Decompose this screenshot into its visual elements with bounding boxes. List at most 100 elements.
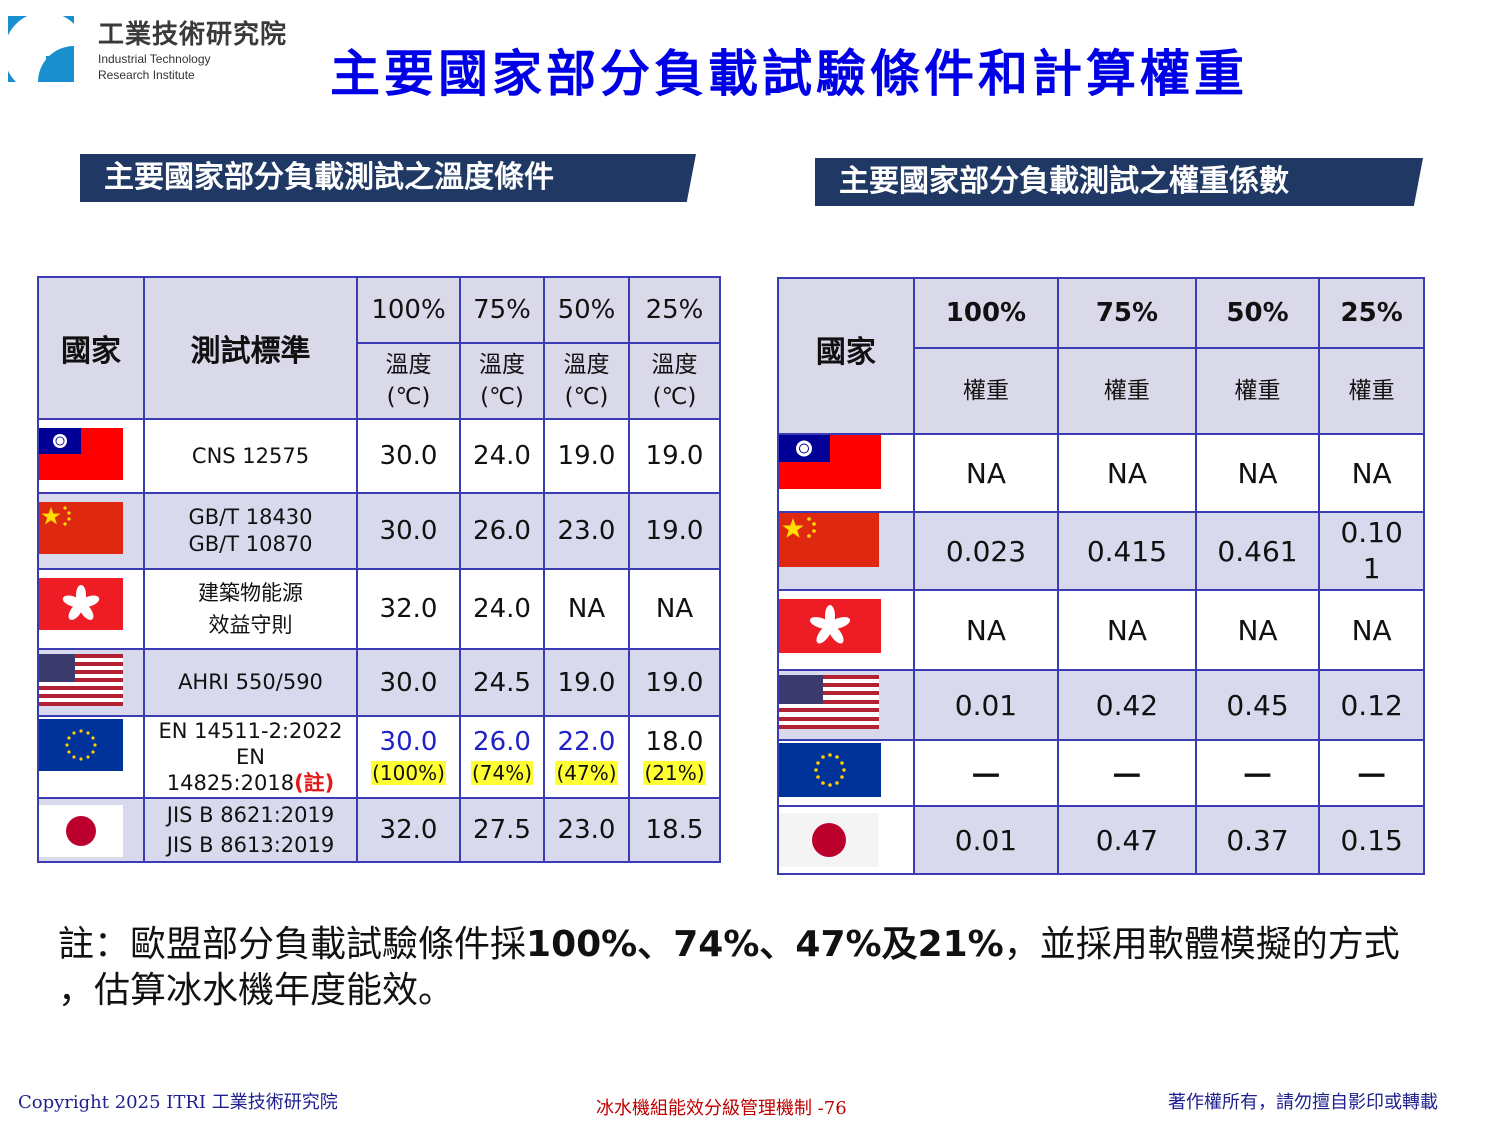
weight-value: － bbox=[1057, 739, 1197, 807]
flag-cell bbox=[37, 715, 145, 799]
country-header: 國家 bbox=[37, 276, 145, 420]
weight-value: NA bbox=[1057, 433, 1197, 513]
weight-value: 0.01 bbox=[912, 669, 1060, 741]
usa-flag-icon bbox=[779, 675, 879, 729]
flag-cell bbox=[37, 418, 145, 494]
japan-flag-icon bbox=[779, 813, 879, 867]
temp-value: 30.0 bbox=[356, 418, 461, 494]
note-marker: (註) bbox=[294, 771, 335, 795]
standard-header: 測試標準 bbox=[143, 276, 358, 420]
table-row: AHRI 550/590 30.0 24.5 19.0 19.0 bbox=[37, 648, 721, 717]
weighting-coefficients-table: 國家 100% 75% 50% 25% 權重 權重 權重 權重 NA NA NA… bbox=[777, 277, 1425, 875]
weight-value: NA bbox=[1318, 433, 1425, 513]
temp-value: 23.0 bbox=[543, 797, 630, 863]
flag-cell bbox=[777, 669, 915, 741]
weight-value: NA bbox=[1318, 589, 1425, 671]
japan-flag-icon bbox=[39, 805, 123, 857]
logo-chinese-name: 工業技術研究院 bbox=[98, 20, 288, 50]
temp-header: 溫度 (℃) bbox=[628, 342, 721, 420]
temperature-conditions-table: 國家 測試標準 100% 75% 50% 25% 溫度 (℃) 溫度 (℃) 溫度(… bbox=[37, 276, 721, 863]
eu-flag-icon bbox=[779, 743, 881, 797]
temp-value: 32.0 bbox=[356, 568, 461, 650]
highlighted-percent: (47%) bbox=[555, 761, 618, 785]
weight-value: NA bbox=[1194, 433, 1321, 513]
temp-value: 18.5 bbox=[628, 797, 721, 863]
usa-flag-icon bbox=[39, 654, 123, 706]
china-flag-icon bbox=[39, 502, 123, 554]
flag-cell bbox=[37, 492, 145, 570]
flag-cell bbox=[37, 797, 145, 863]
table-row: JIS B 8621:2019 JIS B 8613:2019 32.0 27.5… bbox=[37, 797, 721, 863]
weight-value: NA bbox=[1194, 589, 1321, 671]
weight-value: 0.10 1 bbox=[1318, 511, 1425, 591]
highlighted-percent: (74%) bbox=[470, 761, 534, 785]
flag-cell bbox=[777, 433, 915, 513]
temp-value: 26.0 bbox=[459, 492, 545, 570]
weight-header: 權重 bbox=[912, 347, 1060, 435]
weight-value: － bbox=[1194, 739, 1321, 807]
weight-value: 0.45 bbox=[1194, 669, 1321, 741]
temp-value: 19.0 bbox=[628, 418, 721, 494]
temp-value: 22.0 (47%) bbox=[543, 715, 630, 799]
table-row: CNS 12575 30.0 24.0 19.0 19.0 bbox=[37, 418, 721, 494]
pct-header: 100% bbox=[912, 277, 1060, 349]
table-row: GB/T 18430 GB/T 10870 30.0 26.0 23.0 19.0 bbox=[37, 492, 721, 570]
weight-header: 權重 bbox=[1194, 347, 1321, 435]
itri-logo: 工業技術研究院 Industrial Technology Research I… bbox=[8, 12, 308, 92]
weight-value: － bbox=[1318, 739, 1425, 807]
temp-value: 27.5 bbox=[459, 797, 545, 863]
table-row: NA NA NA NA bbox=[777, 433, 1425, 513]
pct-header: 100% bbox=[356, 276, 461, 344]
standard-cell: GB/T 18430 GB/T 10870 bbox=[143, 492, 358, 570]
pct-header: 75% bbox=[459, 276, 545, 344]
footer-page-label: 冰水機組能效分級管理機制 -76 bbox=[596, 1098, 847, 1119]
weight-header: 權重 bbox=[1318, 347, 1425, 435]
flag-cell bbox=[777, 805, 915, 875]
left-section-banner: 主要國家部分負載測試之溫度條件 bbox=[80, 154, 696, 202]
table-row: NA NA NA NA bbox=[777, 589, 1425, 671]
page-title: 主要國家部分負載試驗條件和計算權重 bbox=[330, 44, 1248, 103]
pct-header: 50% bbox=[1194, 277, 1321, 349]
table-row: EN 14511-2:2022 EN 14825:2018(註) 30.0 (100%… bbox=[37, 715, 721, 799]
temp-value: 30.0 bbox=[356, 492, 461, 570]
pct-header: 50% bbox=[543, 276, 630, 344]
china-flag-icon bbox=[779, 513, 879, 567]
temp-value: NA bbox=[628, 568, 721, 650]
temp-value: NA bbox=[543, 568, 630, 650]
standard-cell: EN 14511-2:2022 EN 14825:2018(註) bbox=[143, 715, 358, 799]
temp-value: 18.0 (21%) bbox=[628, 715, 721, 799]
table-row: 0.01 0.47 0.37 0.15 bbox=[777, 805, 1425, 875]
table-header-row: 國家 100% 75% 50% 25% bbox=[777, 277, 1425, 435]
weight-value: 0.023 bbox=[912, 511, 1060, 591]
hong-kong-flag-icon bbox=[779, 599, 881, 653]
weight-value: 0.47 bbox=[1057, 805, 1197, 875]
temp-value: 26.0 (74%) bbox=[459, 715, 545, 799]
logo-english-line1: Industrial Technology bbox=[98, 52, 211, 66]
weight-value: NA bbox=[1057, 589, 1197, 671]
flag-cell bbox=[37, 568, 145, 650]
highlighted-percent: (21%) bbox=[643, 761, 706, 785]
temp-value: 30.0 bbox=[356, 648, 461, 717]
taiwan-flag-icon bbox=[39, 428, 123, 480]
eu-flag-icon bbox=[39, 719, 123, 771]
hong-kong-flag-icon bbox=[39, 578, 123, 630]
temp-value: 23.0 bbox=[543, 492, 630, 570]
table-header-row: 國家 測試標準 100% 75% 50% 25% bbox=[37, 276, 721, 420]
temp-value: 19.0 bbox=[543, 648, 630, 717]
flag-cell bbox=[37, 648, 145, 717]
standard-cell: AHRI 550/590 bbox=[143, 648, 358, 717]
temp-value: 32.0 bbox=[356, 797, 461, 863]
weight-value: 0.01 bbox=[912, 805, 1060, 875]
table-row: － － － － bbox=[777, 739, 1425, 807]
footer-copyright: Copyright 2025 ITRI 工業技術研究院 bbox=[18, 1092, 338, 1113]
logo-english-line2: Research Institute bbox=[98, 68, 195, 82]
flag-cell bbox=[777, 589, 915, 671]
taiwan-flag-icon bbox=[779, 435, 881, 489]
temp-value: 30.0 (100%) bbox=[356, 715, 461, 799]
temp-value: 24.0 bbox=[459, 418, 545, 494]
highlighted-percent: (100%) bbox=[371, 761, 446, 785]
weight-value: 0.42 bbox=[1057, 669, 1197, 741]
temp-header: 溫度 (℃) bbox=[459, 342, 545, 420]
pct-header: 25% bbox=[628, 276, 721, 344]
standard-cell: JIS B 8621:2019 JIS B 8613:2019 bbox=[143, 797, 358, 863]
